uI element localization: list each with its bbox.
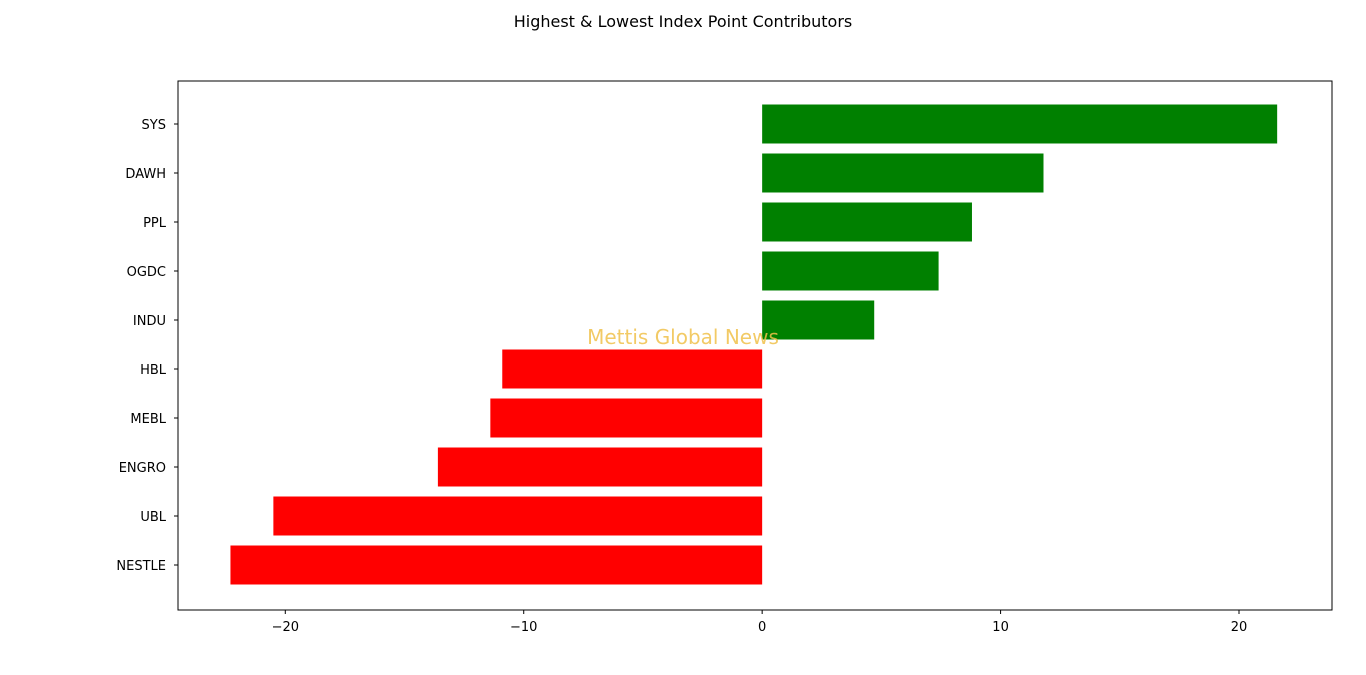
x-tick-label: −10: [510, 620, 537, 635]
x-tick-label: −20: [272, 620, 299, 635]
bar-ubl: [273, 496, 763, 536]
x-tick-label: 20: [1231, 620, 1248, 635]
y-tick-label: HBL: [140, 363, 167, 378]
y-tick-label: SYS: [142, 118, 166, 133]
bar-indu: [762, 300, 875, 340]
y-tick-label: DAWH: [125, 167, 166, 182]
bars-group: [230, 104, 1278, 585]
bar-ppl: [762, 202, 972, 242]
y-axis-ticks: SYS DAWH PPL OGDC INDU HBL MEBL ENGRO UBL NESTLE: [116, 118, 178, 574]
plot-frame: [177, 80, 1333, 611]
x-tick-label: 0: [758, 620, 766, 635]
y-tick-label: UBL: [140, 510, 166, 525]
bar-hbl: [502, 349, 763, 389]
bar-mebl: [490, 398, 763, 438]
bar-engro: [437, 447, 763, 487]
bar-sys: [762, 104, 1278, 144]
chart-title: Highest & Lowest Index Point Contributor…: [513, 12, 853, 31]
x-tick-label: 10: [992, 620, 1009, 635]
y-tick-label: MEBL: [130, 412, 166, 427]
bar-ogdc: [762, 251, 939, 291]
y-tick-label: NESTLE: [116, 559, 166, 574]
bar-dawh: [762, 153, 1044, 193]
x-axis-ticks: −20 −10 0 10 20: [272, 610, 1248, 635]
bar-nestle: [230, 545, 763, 585]
y-tick-label: INDU: [133, 314, 166, 329]
y-tick-label: ENGRO: [119, 461, 166, 476]
watermark-text: Mettis Global News: [587, 325, 779, 349]
y-tick-label: PPL: [143, 216, 167, 231]
y-tick-label: OGDC: [127, 265, 166, 280]
